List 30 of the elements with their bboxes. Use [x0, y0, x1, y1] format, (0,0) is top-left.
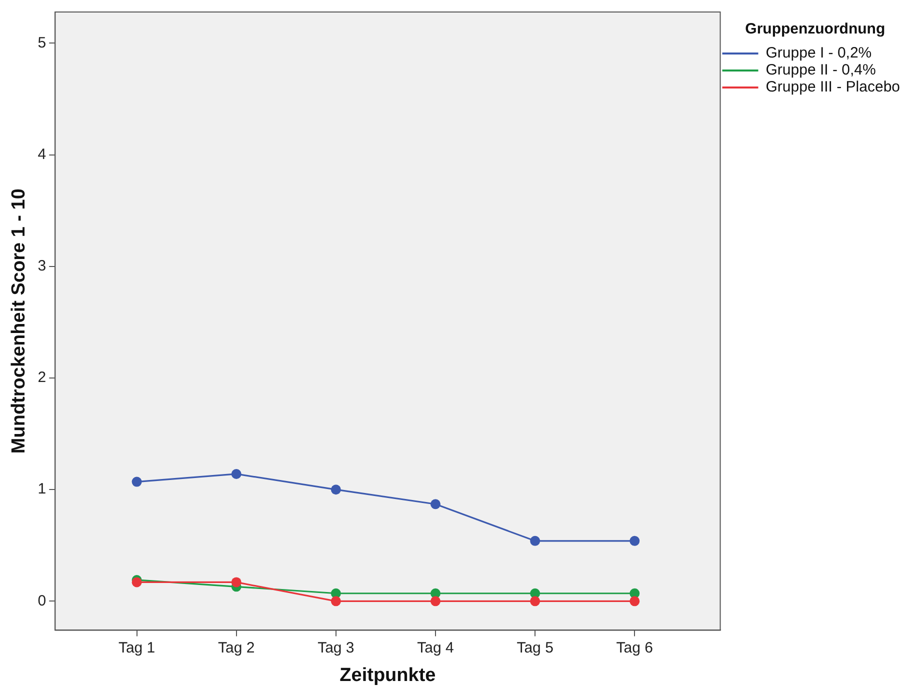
point: [330, 484, 341, 495]
point: [630, 596, 640, 606]
x-tick-label: Tag 4: [417, 639, 454, 656]
y-tick-label: 2: [38, 369, 46, 386]
y-tick-label: 3: [38, 258, 46, 275]
point: [330, 596, 341, 606]
x-tick-label: Tag 6: [616, 639, 653, 656]
point: [430, 499, 440, 510]
legend-label: Gruppe III - Placebo: [766, 78, 900, 96]
y-tick-label: 5: [38, 34, 46, 52]
x-tick-label: Tag 5: [516, 639, 554, 656]
point: [530, 596, 540, 606]
point: [630, 536, 640, 546]
y-axis-title: Mundtrockenheit Score 1 - 10: [8, 188, 30, 454]
point: [231, 577, 242, 588]
x-tick-label: Tag 2: [218, 639, 255, 656]
y-tick-label: 0: [38, 592, 46, 610]
point: [231, 468, 242, 479]
x-tick-label: Tag 1: [118, 639, 156, 656]
legend-label: Gruppe II - 0,4%: [766, 62, 876, 79]
legend-label: Gruppe I - 0,2%: [766, 44, 872, 62]
point: [430, 596, 440, 606]
legend-title: Gruppenzuordnung: [745, 20, 886, 38]
x-axis-title: Zeitpunkte: [340, 664, 436, 686]
y-tick-label: 4: [38, 146, 46, 163]
x-tick-label: Tag 3: [318, 639, 354, 656]
point: [132, 476, 142, 487]
y-tick-label: 1: [38, 480, 46, 498]
point: [530, 536, 540, 546]
point: [132, 577, 142, 588]
